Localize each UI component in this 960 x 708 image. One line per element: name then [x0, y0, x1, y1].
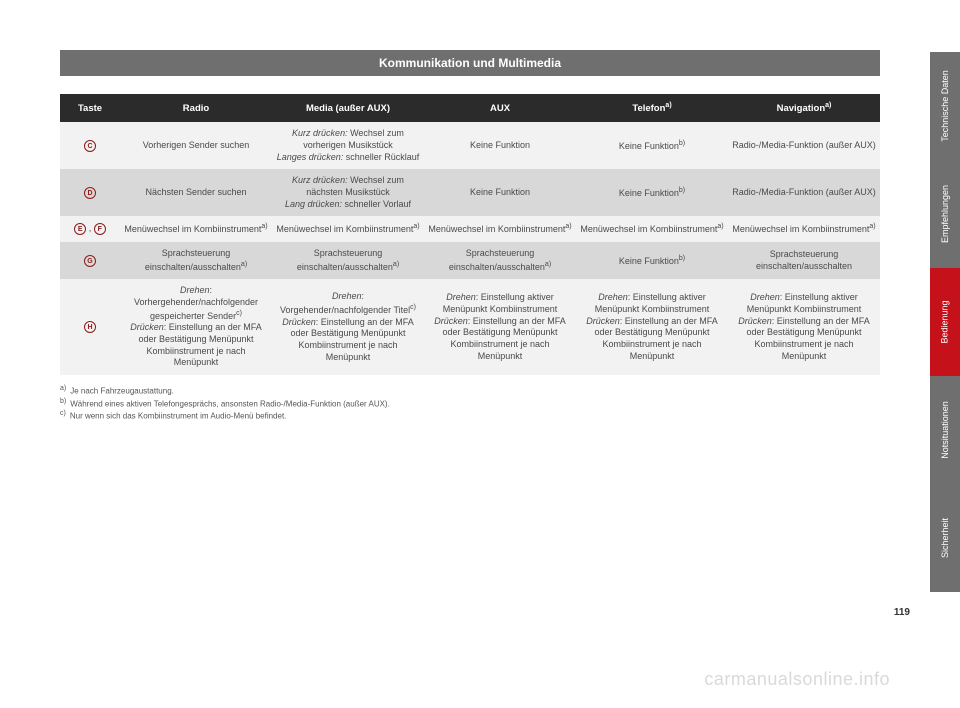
function-cell: Menüwechsel im Kombiinstrumenta) — [272, 216, 424, 242]
key-cell: G — [60, 242, 120, 279]
side-tabs: Technische Daten Empfehlungen Bedienung Not… — [930, 52, 960, 592]
key-icon: C — [84, 140, 96, 152]
table-row: H Drehen: Vorhergehender/nachfolgender ge… — [60, 279, 880, 375]
function-cell: Vorherigen Sender suchen — [120, 122, 272, 169]
table-body: C Vorherigen Sender suchenKurz drücken: W… — [60, 122, 880, 375]
key-icon: D — [84, 187, 96, 199]
side-tab-label: Sicherheit — [940, 518, 950, 558]
side-tab[interactable]: Sicherheit — [930, 484, 960, 592]
function-cell: Nächsten Sender suchen — [120, 169, 272, 216]
footnote: a)Je nach Fahrzeugaustattung. — [60, 385, 880, 396]
side-tab-label: Technische Daten — [940, 70, 950, 142]
function-cell: Drehen: Vorhergehender/nachfolgender ges… — [120, 279, 272, 375]
function-cell: Drehen: Einstellung aktiver Menüpunkt Ko… — [424, 279, 576, 375]
key-cell: E , F — [60, 216, 120, 242]
key-icon: G — [84, 255, 96, 267]
function-cell: Keine Funktionb) — [576, 169, 728, 216]
table-header-row: Taste Radio Media (außer AUX) AUX Telefo… — [60, 94, 880, 122]
function-cell: Menüwechsel im Kombiinstrumenta) — [120, 216, 272, 242]
function-cell: Sprachsteuerung einschalten/ausschaltena… — [120, 242, 272, 279]
side-tab-label: Notsituationen — [940, 401, 950, 459]
col-header-aux: AUX — [424, 94, 576, 122]
function-cell: Radio-/Media-Funktion (außer AUX) — [728, 169, 880, 216]
function-cell: Drehen: Einstellung aktiver Menüpunkt Ko… — [728, 279, 880, 375]
side-tab[interactable]: Empfehlungen — [930, 160, 960, 268]
table-row: C Vorherigen Sender suchenKurz drücken: W… — [60, 122, 880, 169]
col-header-radio: Radio — [120, 94, 272, 122]
footnote: b)Während eines aktiven Telefongesprächs… — [60, 398, 880, 409]
function-cell: Keine Funktionb) — [576, 242, 728, 279]
watermark: carmanualsonline.info — [704, 669, 890, 690]
key-cell: C — [60, 122, 120, 169]
page-number: 119 — [894, 607, 910, 618]
col-header-media: Media (außer AUX) — [272, 94, 424, 122]
side-tab-label: Empfehlungen — [940, 185, 950, 243]
function-cell: Sprachsteuerung einschalten/ausschaltena… — [424, 242, 576, 279]
page-content: Kommunikation und Multimedia Taste Radio… — [60, 50, 880, 423]
section-title: Kommunikation und Multimedia — [60, 50, 880, 76]
function-cell: Drehen: Einstellung aktiver Menüpunkt Ko… — [576, 279, 728, 375]
function-cell: Menüwechsel im Kombiinstrumenta) — [576, 216, 728, 242]
function-cell: Kurz drücken: Wechsel zum nächsten Musik… — [272, 169, 424, 216]
function-cell: Menüwechsel im Kombiinstrumenta) — [424, 216, 576, 242]
function-cell: Radio-/Media-Funktion (außer AUX) — [728, 122, 880, 169]
function-cell: Kurz drücken: Wechsel zum vorherigen Mus… — [272, 122, 424, 169]
table-row: D Nächsten Sender suchenKurz drücken: Wec… — [60, 169, 880, 216]
col-header-taste: Taste — [60, 94, 120, 122]
table-row: G Sprachsteuerung einschalten/ausschalten… — [60, 242, 880, 279]
function-cell: Menüwechsel im Kombiinstrumenta) — [728, 216, 880, 242]
side-tab[interactable]: Notsituationen — [930, 376, 960, 484]
key-icon: F — [94, 223, 106, 235]
function-cell: Keine Funktion — [424, 169, 576, 216]
function-cell: Drehen: Vorgehender/nachfolgender Titelc… — [272, 279, 424, 375]
col-header-navigation: Navigationa) — [728, 94, 880, 122]
function-cell: Keine Funktionb) — [576, 122, 728, 169]
key-cell: H — [60, 279, 120, 375]
side-tab[interactable]: Bedienung — [930, 268, 960, 376]
key-icon: H — [84, 321, 96, 333]
function-cell: Sprachsteuerung einschalten/ausschaltena… — [272, 242, 424, 279]
key-icon: E — [74, 223, 86, 235]
function-table: Taste Radio Media (außer AUX) AUX Telefo… — [60, 94, 880, 375]
footnotes: a)Je nach Fahrzeugaustattung. b)Während e… — [60, 385, 880, 421]
table-row: E , FMenüwechsel im Kombiinstrumenta)Men… — [60, 216, 880, 242]
side-tab[interactable]: Technische Daten — [930, 52, 960, 160]
footnote: c)Nur wenn sich das Kombiinstrument im A… — [60, 410, 880, 421]
function-cell: Sprachsteuerung einschalten/ausschalten — [728, 242, 880, 279]
function-cell: Keine Funktion — [424, 122, 576, 169]
side-tab-label: Bedienung — [940, 300, 950, 343]
key-cell: D — [60, 169, 120, 216]
col-header-telefon: Telefona) — [576, 94, 728, 122]
